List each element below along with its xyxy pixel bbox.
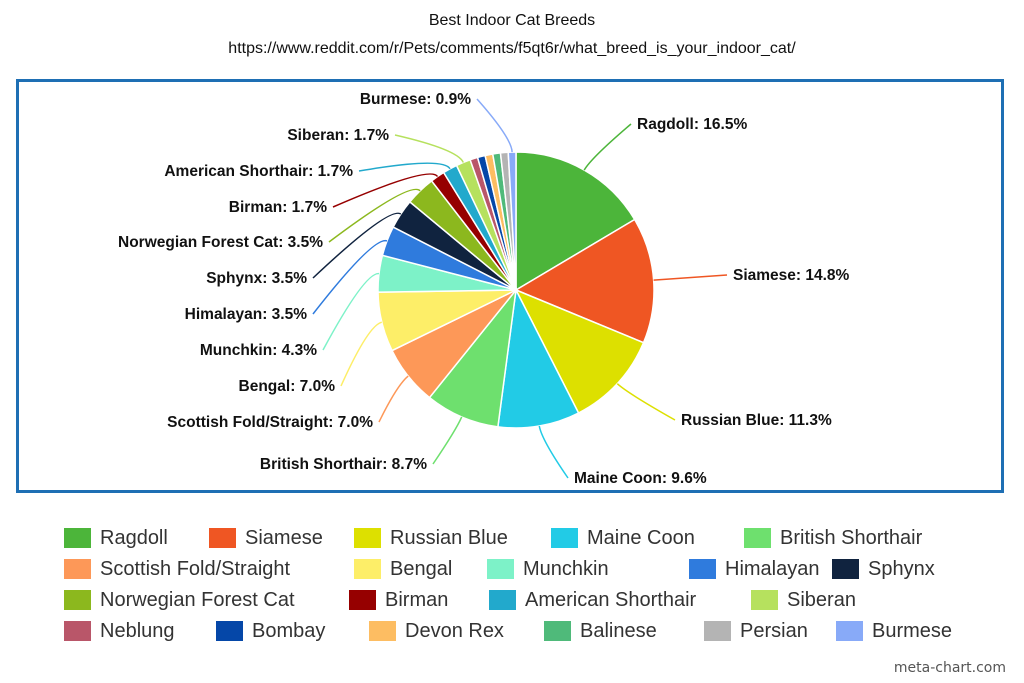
legend-item-persian[interactable]: Persian [704,619,808,643]
legend-label: Russian Blue [390,526,508,549]
legend-swatch [544,621,571,641]
legend-item-munchkin[interactable]: Munchkin [487,557,609,581]
legend-label: Neblung [100,619,175,642]
data-label: Norwegian Forest Cat: 3.5% [118,234,323,251]
pie-slice-ragdoll[interactable] [515,151,636,292]
data-label: Himalayan: 3.5% [185,306,308,323]
legend-label: Devon Rex [405,619,504,642]
legend-swatch [349,590,376,610]
legend-swatch [751,590,778,610]
legend-label: Siberan [787,588,856,611]
data-label: Bengal: 7.0% [239,378,336,395]
data-label: Maine Coon: 9.6% [574,470,707,487]
legend-item-british-shorthair[interactable]: British Shorthair [744,526,922,550]
data-label: Siamese: 14.8% [733,267,850,284]
legend-label: Scottish Fold/Straight [100,557,291,580]
watermark: meta-chart.com [893,660,1006,676]
legend-label: Persian [740,619,808,642]
leader-line [538,425,569,479]
leader-line [476,98,513,153]
legend-item-himalayan[interactable]: Himalayan [689,557,819,581]
legend-swatch [354,528,381,548]
legend-item-sphynx[interactable]: Sphynx [832,557,935,581]
leader-line [358,162,451,172]
legend-label: Burmese [872,619,953,642]
legend-item-american-shorthair[interactable]: American Shorthair [489,588,696,612]
legend-swatch [216,621,243,641]
legend-item-balinese[interactable]: Balinese [544,619,657,643]
data-label: Sphynx: 3.5% [206,270,307,287]
data-label: Siberan: 1.7% [287,127,389,144]
legend-swatch [64,621,91,641]
legend-swatch [369,621,396,641]
pie-slice-maine-coon[interactable] [497,287,580,429]
legend-swatch [354,559,381,579]
legend-label: Norwegian Forest Cat [100,588,295,611]
legend-item-siberan[interactable]: Siberan [751,588,856,612]
legend-item-bombay[interactable]: Bombay [216,619,325,643]
leader-line [322,272,380,351]
legend-swatch [704,621,731,641]
leader-line [653,274,728,281]
legend-swatch [551,528,578,548]
legend-swatch [209,528,236,548]
leader-line [332,173,439,208]
leader-line [394,134,464,163]
data-label: Burmese: 0.9% [360,91,471,108]
data-label: Russian Blue: 11.3% [681,412,832,429]
data-label: Munchkin: 4.3% [200,342,317,359]
legend-label: Balinese [580,619,657,642]
data-label: Ragdoll: 16.5% [637,116,747,133]
legend-label: Himalayan [725,557,820,580]
chart-subtitle: https://www.reddit.com/r/Pets/comments/f… [228,40,796,57]
legend-item-neblung[interactable]: Neblung [64,619,175,643]
leader-line [312,212,402,279]
legend-item-scottish-fold-straight[interactable]: Scottish Fold/Straight [64,557,290,581]
legend-swatch [64,559,91,579]
legend-item-maine-coon[interactable]: Maine Coon [551,526,695,550]
legend-label: Munchkin [523,557,609,580]
leader-line [312,239,388,315]
leader-line [328,188,421,243]
legend-item-bengal[interactable]: Bengal [354,557,452,581]
legend-item-norwegian-forest-cat[interactable]: Norwegian Forest Cat [64,588,295,612]
legend-label: Sphynx [868,557,935,580]
data-label: Birman: 1.7% [229,199,327,216]
leader-line [378,375,409,423]
legend-swatch [832,559,859,579]
legend-label: Maine Coon [587,526,695,549]
legend-swatch [689,559,716,579]
legend-item-siamese[interactable]: Siamese [209,526,323,550]
legend-label: Birman [385,588,449,611]
legend-item-ragdoll[interactable]: Ragdoll [64,526,168,550]
legend-label: British Shorthair [780,526,923,549]
legend-label: Ragdoll [100,526,168,549]
leader-line [616,383,676,421]
legend-swatch [836,621,863,641]
legend-label: Bengal [390,557,453,580]
chart-title: Best Indoor Cat Breeds [428,12,596,29]
legend-label: American Shorthair [525,588,697,611]
legend-item-russian-blue[interactable]: Russian Blue [354,526,508,550]
legend-label: Bombay [252,619,326,642]
data-label: Scottish Fold/Straight: 7.0% [167,414,373,431]
legend-item-burmese[interactable]: Burmese [836,619,952,643]
legend-swatch [64,528,91,548]
legend-swatch [64,590,91,610]
pie-chart: Ragdoll: 16.5% Siamese: 14.8% Russian Blue… [118,91,850,487]
legend-label: Siamese [245,526,323,549]
leader-line [340,321,383,387]
chart-frame: Ragdoll: 16.5% Siamese: 14.8% Russian Blue… [16,79,1004,493]
legend-swatch [487,559,514,579]
data-label: American Shorthair: 1.7% [164,163,353,180]
leader-line [432,416,463,465]
legend-swatch [489,590,516,610]
data-label: British Shorthair: 8.7% [260,456,427,473]
legend-item-devon-rex[interactable]: Devon Rex [369,619,504,643]
legend-item-birman[interactable]: Birman [349,588,448,612]
leader-line [583,123,632,171]
legend-swatch [744,528,771,548]
